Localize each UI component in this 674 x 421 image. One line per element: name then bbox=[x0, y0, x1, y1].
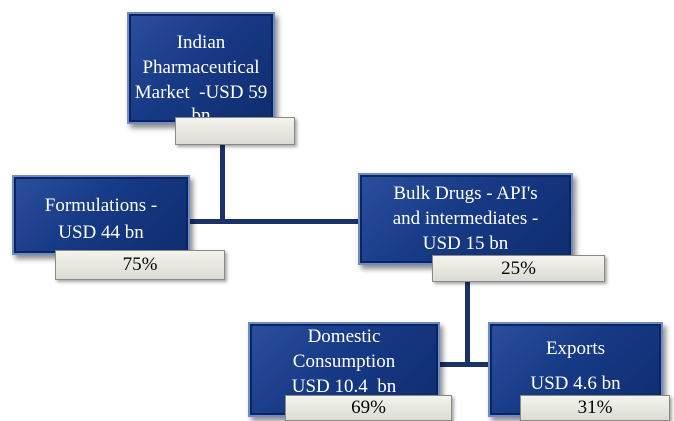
share-tag: 75% bbox=[55, 250, 225, 280]
node-label: Exports bbox=[545, 338, 606, 359]
share-tag: 31% bbox=[520, 395, 670, 421]
node-label: Bulk Drugs - API's bbox=[393, 183, 538, 204]
node-label: Formulations - bbox=[44, 195, 158, 216]
node-label: Consumption bbox=[292, 351, 396, 372]
connector bbox=[438, 362, 490, 367]
node-label: Indian bbox=[176, 32, 226, 53]
connector bbox=[188, 219, 360, 224]
share-tag: 25% bbox=[432, 255, 605, 282]
share-tag: 69% bbox=[285, 395, 452, 421]
node-label: and intermediates - bbox=[392, 208, 539, 229]
node-box: Bulk Drugs - API's and intermediates - USD… bbox=[358, 173, 573, 265]
node-label: USD 10.4 bn bbox=[291, 376, 397, 397]
node-box: Indian Pharmaceutical Market -USD 59 bn bbox=[127, 12, 275, 126]
share-tag bbox=[175, 117, 295, 145]
node-label: USD 4.6 bn bbox=[530, 373, 621, 394]
connector bbox=[220, 140, 225, 224]
node-box: Formulations - USD 44 bn bbox=[12, 175, 190, 255]
node-label: Market -USD 59 bbox=[134, 82, 268, 103]
node-label: Pharmaceutical bbox=[142, 57, 260, 78]
node-label: Domestic bbox=[307, 326, 381, 347]
connector bbox=[465, 280, 470, 367]
node-label: USD 15 bn bbox=[422, 233, 509, 254]
node-label: USD 44 bn bbox=[58, 222, 144, 243]
